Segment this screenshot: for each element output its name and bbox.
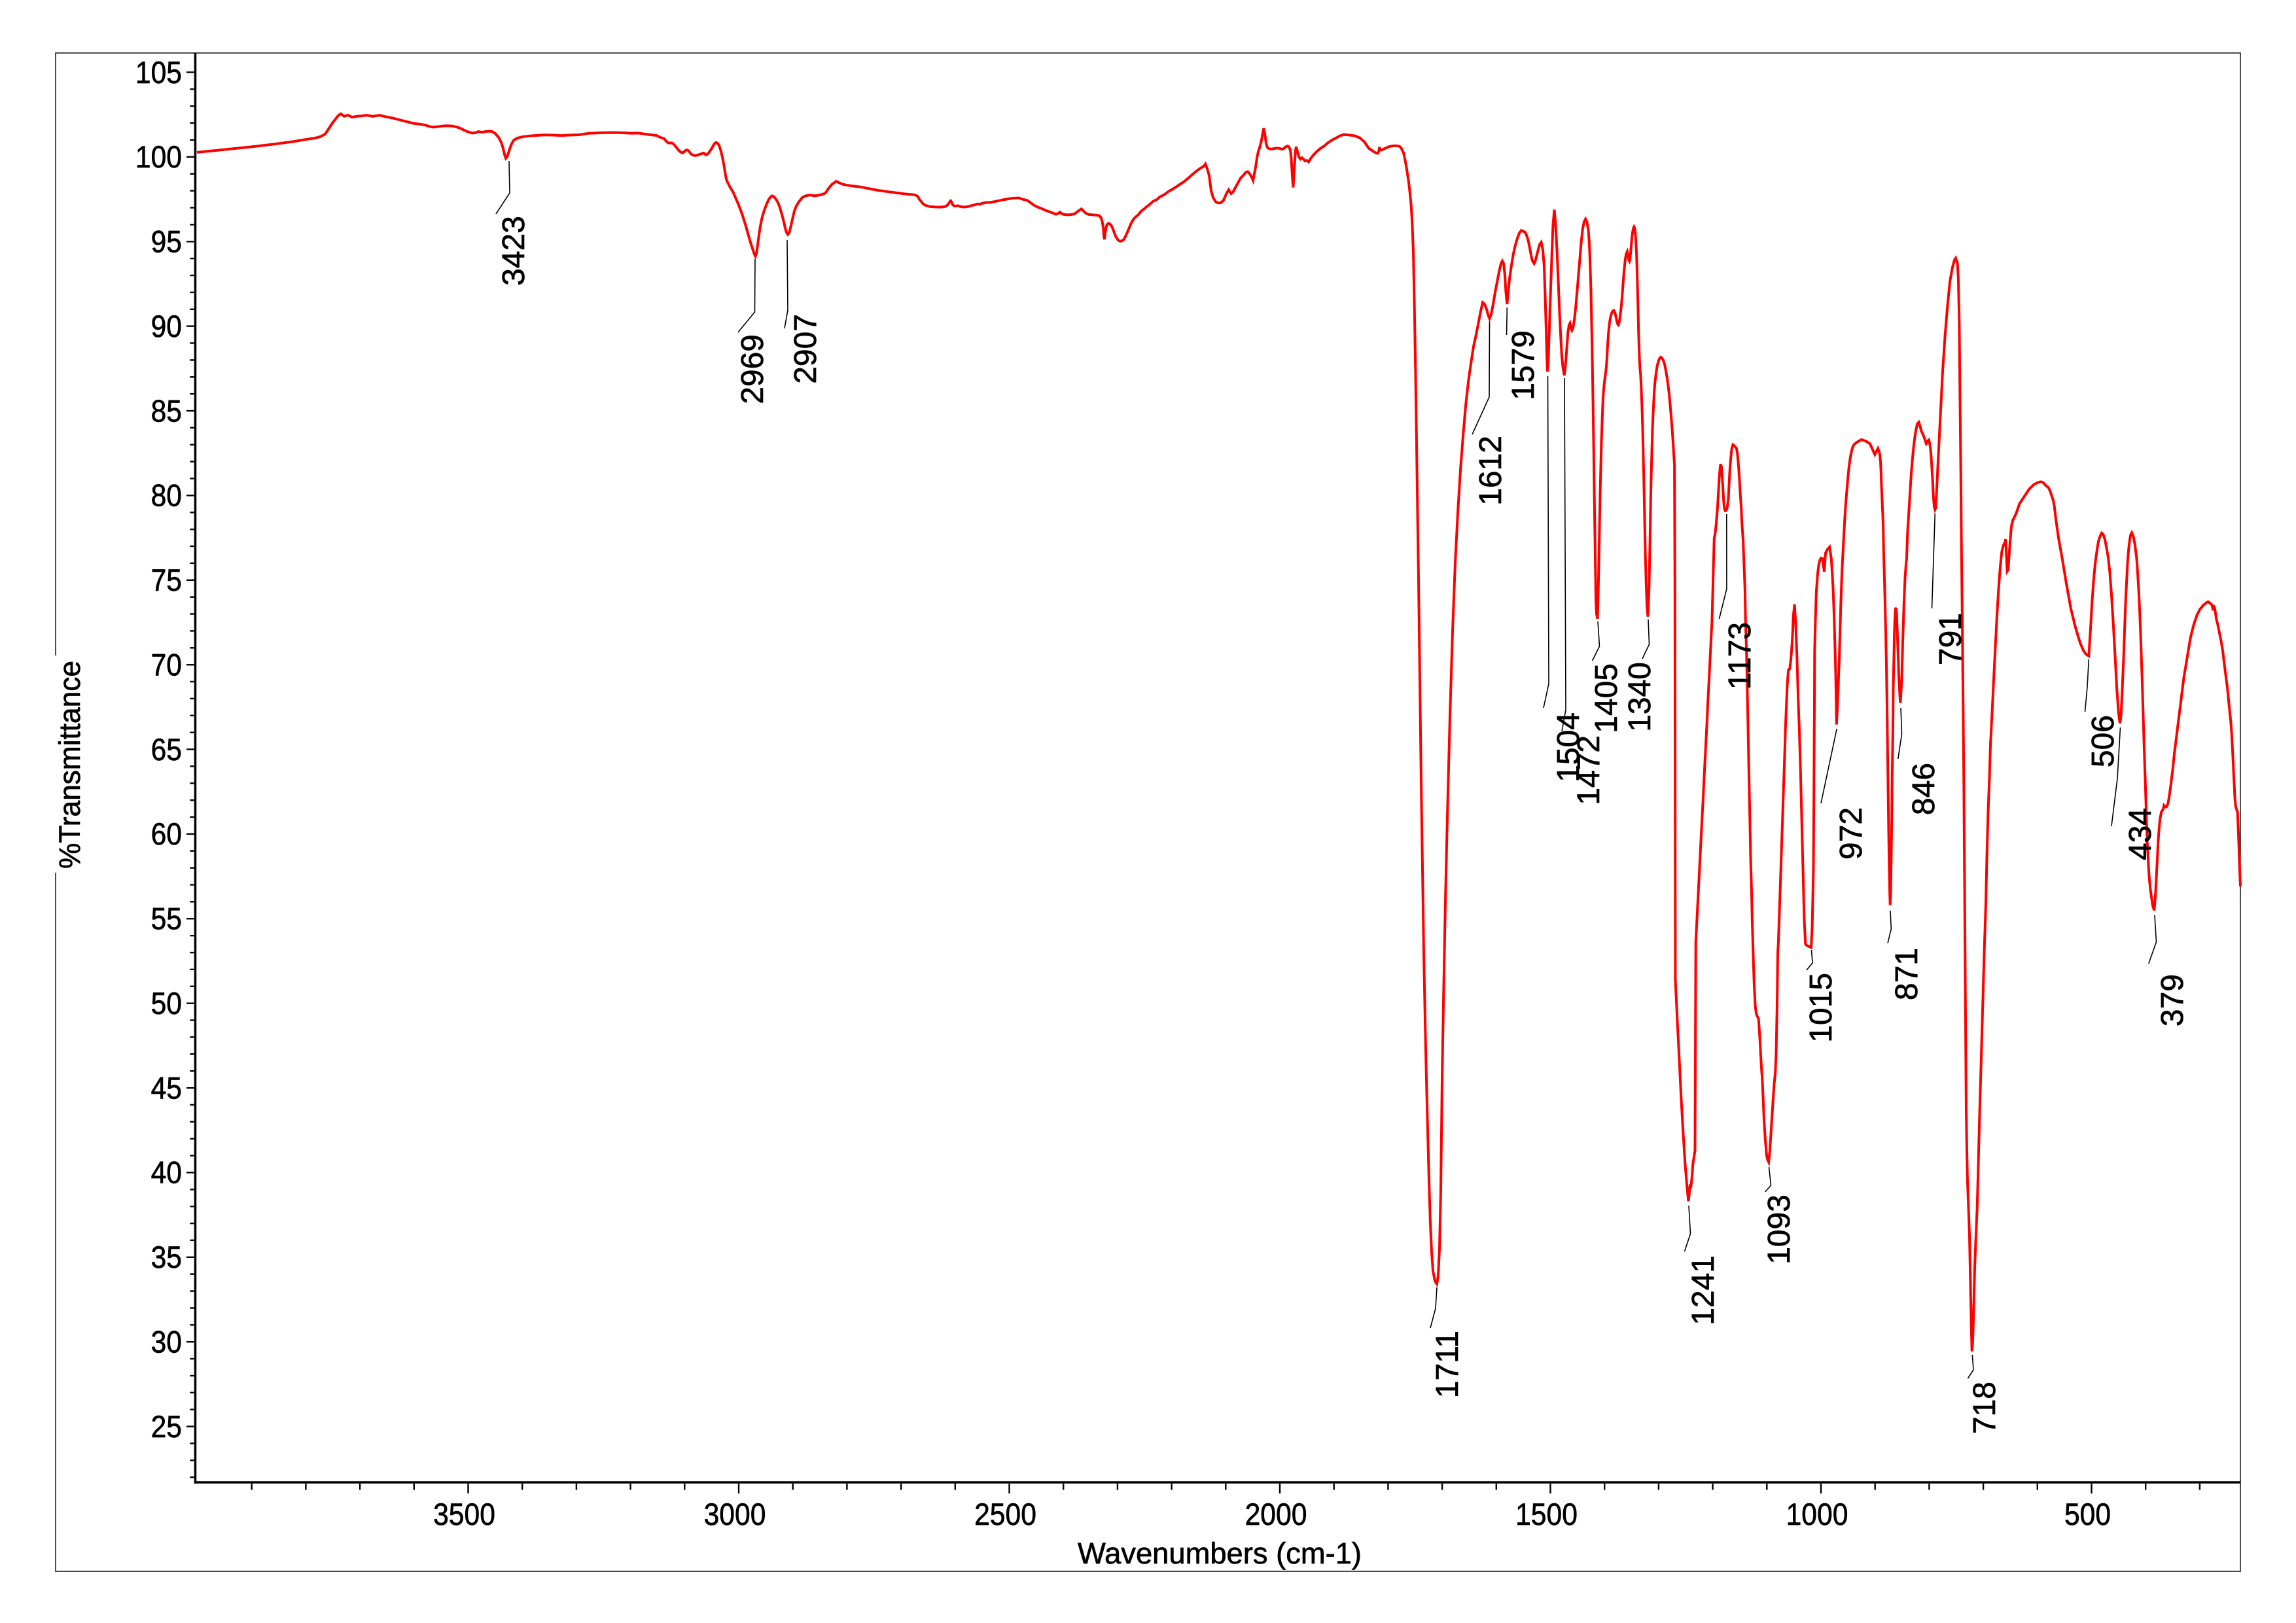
svg-text:70: 70 bbox=[151, 648, 182, 682]
svg-text:40: 40 bbox=[151, 1155, 182, 1190]
svg-text:50: 50 bbox=[151, 986, 182, 1021]
svg-text:55: 55 bbox=[151, 901, 182, 936]
svg-text:Wavenumbers (cm-1): Wavenumbers (cm-1) bbox=[1078, 1537, 1362, 1570]
svg-text:85: 85 bbox=[151, 393, 182, 428]
svg-text:434: 434 bbox=[2123, 808, 2158, 860]
svg-text:1000: 1000 bbox=[1786, 1497, 1848, 1531]
svg-text:791: 791 bbox=[1934, 613, 1968, 665]
svg-text:972: 972 bbox=[1834, 807, 1869, 860]
svg-text:846: 846 bbox=[1907, 763, 1941, 815]
svg-text:%Transmittance: %Transmittance bbox=[53, 661, 86, 869]
svg-text:1711: 1711 bbox=[1430, 1331, 1465, 1398]
svg-text:3000: 3000 bbox=[704, 1497, 766, 1531]
svg-text:2000: 2000 bbox=[1245, 1497, 1307, 1531]
svg-text:1241: 1241 bbox=[1686, 1255, 1721, 1325]
svg-text:65: 65 bbox=[151, 732, 182, 767]
svg-text:2500: 2500 bbox=[974, 1497, 1036, 1531]
svg-text:379: 379 bbox=[2155, 974, 2190, 1026]
svg-text:90: 90 bbox=[151, 309, 182, 343]
svg-text:45: 45 bbox=[151, 1070, 182, 1105]
svg-text:500: 500 bbox=[2064, 1497, 2111, 1531]
svg-text:3423: 3423 bbox=[497, 216, 531, 286]
svg-text:30: 30 bbox=[151, 1325, 182, 1359]
svg-text:1173: 1173 bbox=[1723, 622, 1757, 689]
svg-text:95: 95 bbox=[151, 224, 182, 259]
svg-text:80: 80 bbox=[151, 478, 182, 513]
svg-text:506: 506 bbox=[2086, 715, 2121, 767]
svg-text:1500: 1500 bbox=[1515, 1497, 1578, 1531]
svg-text:1405: 1405 bbox=[1589, 663, 1624, 733]
svg-text:871: 871 bbox=[1890, 948, 1924, 1000]
svg-text:1015: 1015 bbox=[1804, 973, 1839, 1043]
svg-text:718: 718 bbox=[1968, 1382, 2002, 1434]
svg-text:25: 25 bbox=[151, 1409, 182, 1444]
svg-text:3500: 3500 bbox=[433, 1497, 495, 1531]
svg-text:60: 60 bbox=[151, 816, 182, 851]
svg-text:1340: 1340 bbox=[1623, 662, 1657, 732]
svg-text:1579: 1579 bbox=[1506, 330, 1541, 400]
svg-text:75: 75 bbox=[151, 563, 182, 597]
svg-text:1612: 1612 bbox=[1474, 436, 1508, 506]
svg-text:100: 100 bbox=[135, 139, 182, 174]
svg-text:1472: 1472 bbox=[1572, 735, 1606, 805]
svg-text:105: 105 bbox=[135, 55, 182, 90]
svg-text:2969: 2969 bbox=[735, 334, 770, 404]
svg-text:1504: 1504 bbox=[1551, 712, 1586, 782]
svg-text:2907: 2907 bbox=[788, 314, 823, 384]
svg-text:35: 35 bbox=[151, 1240, 182, 1274]
svg-text:1093: 1093 bbox=[1762, 1195, 1797, 1265]
